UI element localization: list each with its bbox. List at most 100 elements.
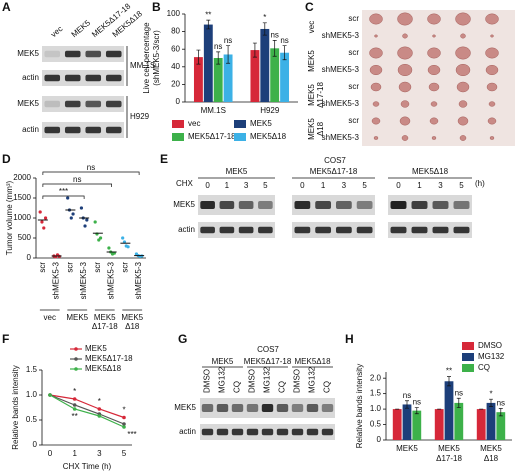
- band: [216, 404, 229, 412]
- panel-letter: E: [160, 152, 168, 166]
- cell-line-label: COS7: [257, 345, 279, 354]
- tumor: [372, 101, 380, 107]
- band: [85, 50, 102, 58]
- panel-letter: C: [305, 0, 314, 14]
- band: [306, 404, 319, 412]
- point: [126, 245, 130, 249]
- y-tick-label: 40: [171, 62, 180, 71]
- band: [246, 404, 259, 412]
- group-label: MEK5: [66, 313, 88, 322]
- significance: ns: [413, 398, 421, 407]
- point: [79, 206, 84, 210]
- tumor: [485, 47, 499, 59]
- blot-strip: [42, 122, 124, 138]
- tumor: [457, 116, 469, 126]
- row-label: MEK5: [173, 200, 195, 209]
- bar: [454, 402, 464, 440]
- x-tick-label: 3: [97, 449, 102, 458]
- tumor: [427, 13, 441, 25]
- band: [246, 428, 259, 436]
- cell-line-label: MM.1S: [130, 61, 155, 70]
- tumor: [398, 81, 412, 93]
- significance: ns: [455, 388, 463, 397]
- panel-letter: A: [2, 0, 11, 14]
- error-bar: [262, 22, 267, 36]
- band: [432, 226, 449, 234]
- y-tick-label: 60: [171, 44, 180, 53]
- point: [71, 212, 75, 216]
- group-label: vec: [307, 21, 316, 33]
- y-tick-label: 1.5: [26, 365, 38, 374]
- legend-label: vec: [188, 119, 200, 128]
- blot-strip: [388, 195, 472, 215]
- band: [258, 226, 273, 234]
- panel-letter: B: [152, 0, 161, 14]
- point: [48, 393, 52, 397]
- cell-line-label: H929: [130, 112, 150, 121]
- time-label: 0: [396, 181, 401, 190]
- tumor: [371, 117, 381, 125]
- point: [72, 407, 77, 411]
- bar: [496, 412, 506, 440]
- lane-label: MEK5: [70, 18, 93, 39]
- point: [72, 397, 77, 401]
- x-tick-label: MM.1S: [201, 106, 226, 115]
- y-tick-label: 1.0: [370, 404, 382, 413]
- band: [321, 404, 334, 412]
- error-bar: [498, 408, 503, 417]
- x-tick-label: scr: [38, 262, 47, 273]
- error-bar: [216, 51, 221, 65]
- tumor: [456, 81, 470, 93]
- band: [411, 201, 428, 209]
- point: [122, 425, 126, 429]
- row-label: shMEK5-3: [322, 65, 360, 74]
- band: [432, 201, 449, 209]
- y-tick-label: 1.5: [370, 389, 382, 398]
- legend-label: MEK5Δ17-18: [85, 354, 133, 363]
- y-axis-label: Tumor volume (mm³): [5, 180, 14, 255]
- tumor: [432, 34, 436, 38]
- row-label: MEK5: [17, 49, 39, 58]
- blot-strip: [388, 222, 472, 238]
- group-label: MEK5: [307, 50, 316, 72]
- bar: [193, 57, 203, 102]
- y-tick-label: 20: [171, 80, 180, 89]
- legend-label: MEK5Δ18: [250, 132, 287, 141]
- band: [64, 74, 81, 82]
- time-label: 5: [362, 181, 367, 190]
- band: [294, 226, 311, 234]
- x-tick-label: MEK5: [438, 444, 460, 453]
- band: [291, 428, 304, 436]
- point: [66, 196, 70, 200]
- row-label: actin: [178, 225, 195, 234]
- band: [306, 428, 319, 436]
- band: [105, 100, 122, 108]
- band: [200, 201, 215, 209]
- tumor: [488, 101, 496, 107]
- significance: *: [122, 406, 125, 415]
- band: [453, 226, 470, 234]
- band: [85, 126, 102, 134]
- bar: [250, 50, 260, 102]
- bar: [412, 410, 422, 440]
- group-label: Δ18: [125, 322, 140, 331]
- group-label: Δ18: [316, 121, 325, 136]
- blot-strip: [42, 70, 124, 86]
- point: [107, 246, 111, 250]
- x-tick-label: 0: [48, 449, 53, 458]
- time-label: 1: [417, 181, 422, 190]
- tumor: [455, 12, 471, 26]
- legend-label: MG132: [478, 352, 505, 361]
- cell-line-label: COS7: [324, 156, 346, 165]
- legend-marker: [74, 357, 78, 361]
- group-label: MEK5Δ17-18: [244, 357, 292, 366]
- treatment-label: CHX: [176, 179, 194, 188]
- bar: [444, 381, 454, 440]
- x-tick-label: MEK5: [480, 444, 502, 453]
- y-tick-label: 2000: [13, 173, 31, 182]
- significance: ns: [73, 175, 81, 184]
- y-axis-label: Relative bands intensity: [355, 364, 364, 449]
- point: [40, 220, 44, 224]
- y-axis-label: Live cell percentage: [142, 22, 151, 94]
